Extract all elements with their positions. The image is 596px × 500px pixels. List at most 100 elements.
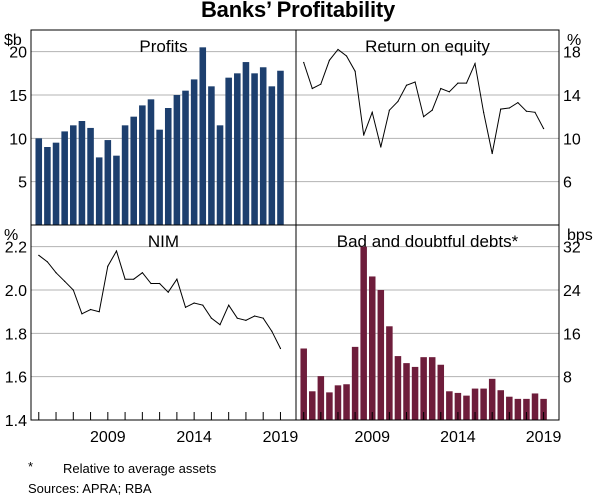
data-point-2-28 (279, 347, 282, 350)
data-point-2-14 (159, 282, 161, 285)
series-line-2 (38, 249, 281, 349)
y-tick-label-1-2: 14 (563, 88, 581, 105)
y-tick-label-0-1: 10 (9, 131, 27, 148)
data-point-1-8 (371, 111, 373, 113)
bar-0-24 (242, 62, 250, 225)
data-point-2-17 (184, 306, 187, 308)
footnote-text: Relative to average assets (63, 461, 217, 476)
bar-3-28 (540, 398, 547, 420)
data-point-2-19 (202, 304, 204, 306)
bar-3-12 (403, 363, 410, 420)
y-tick-label-1-3: 18 (563, 45, 581, 62)
data-point-1-2 (320, 83, 322, 85)
data-point-2-4 (72, 289, 74, 291)
data-point-1-15 (431, 109, 433, 111)
data-point-1-10 (388, 109, 390, 111)
y-tick-label-1-0: 6 (563, 175, 572, 192)
footnote-marker: * (28, 459, 34, 474)
bar-3-1 (309, 391, 316, 420)
bar-3-6 (351, 346, 359, 420)
y-tick-label-1-1: 10 (563, 131, 581, 148)
bar-3-10 (386, 326, 393, 420)
bar-0-19 (199, 47, 207, 226)
x-tick-label-2-2: 2019 (263, 429, 299, 446)
bar-3-11 (394, 356, 402, 420)
data-point-2-25 (253, 315, 256, 317)
data-point-1-3 (328, 59, 331, 61)
y-tick-label-2-0: 1.4 (5, 413, 27, 430)
bar-3-27 (531, 393, 539, 420)
data-point-1-4 (337, 48, 339, 51)
data-point-1-12 (405, 84, 408, 86)
data-point-1-11 (397, 100, 399, 103)
bar-3-18 (454, 392, 462, 420)
bar-0-4 (70, 125, 77, 225)
bar-3-5 (343, 384, 350, 420)
chart-title: Banks’ Profitability (200, 0, 396, 22)
data-point-2-7 (98, 311, 100, 313)
bar-0-25 (251, 73, 258, 225)
panel-title-2: NIM (148, 232, 179, 251)
data-point-1-18 (457, 82, 459, 84)
bar-0-14 (156, 129, 163, 225)
y-tick-label-3-2: 24 (563, 283, 581, 300)
data-point-1-13 (414, 81, 416, 83)
data-point-1-9 (380, 146, 382, 148)
bar-3-21 (480, 388, 487, 420)
y-tick-label-3-3: 32 (563, 240, 581, 257)
x-tick-label-3-1: 2014 (440, 429, 476, 446)
y-tick-label-3-1: 16 (563, 326, 581, 343)
data-point-1-24 (508, 107, 510, 109)
x-tick-label-2-1: 2014 (176, 429, 212, 446)
data-point-2-11 (133, 278, 135, 280)
bar-3-17 (446, 391, 453, 420)
data-point-2-8 (107, 265, 109, 267)
bar-3-14 (420, 357, 427, 420)
bar-0-20 (208, 86, 215, 225)
y-tick-label-0-2: 15 (9, 88, 27, 105)
bar-3-22 (488, 378, 496, 420)
data-point-2-27 (271, 330, 273, 332)
bar-3-23 (497, 390, 505, 420)
bar-0-21 (216, 125, 224, 225)
data-point-2-12 (141, 272, 143, 274)
data-point-1-28 (542, 127, 545, 130)
y-tick-label-2-4: 2.2 (5, 240, 27, 257)
data-point-1-20 (474, 62, 476, 65)
data-point-2-6 (89, 308, 92, 311)
bar-0-7 (95, 157, 103, 225)
data-point-1-19 (465, 82, 468, 84)
data-point-2-15 (167, 291, 169, 293)
bar-0-28 (277, 70, 284, 225)
bar-3-25 (514, 398, 522, 420)
bar-0-26 (259, 67, 267, 226)
bar-3-3 (326, 392, 333, 420)
bar-3-9 (377, 290, 385, 420)
bar-0-16 (173, 95, 181, 225)
bar-3-26 (523, 398, 530, 420)
data-point-2-9 (115, 250, 118, 252)
bar-0-15 (164, 108, 172, 225)
data-point-1-27 (534, 111, 536, 113)
bar-0-3 (61, 131, 68, 225)
data-point-2-5 (81, 313, 83, 315)
data-point-1-16 (440, 87, 442, 90)
bar-0-2 (52, 142, 60, 225)
data-point-1-21 (483, 111, 485, 113)
x-tick-label-3-0: 2009 (354, 429, 390, 446)
data-point-1-7 (363, 134, 365, 136)
sources-note: Sources: APRA; RBA (28, 481, 152, 496)
data-point-1-23 (500, 108, 502, 110)
bar-3-2 (317, 376, 325, 420)
panel-title-0: Profits (139, 37, 187, 56)
bar-3-0 (300, 348, 307, 420)
bar-0-17 (182, 90, 189, 226)
x-tick-label-2-0: 2009 (90, 429, 126, 446)
data-point-2-22 (228, 304, 230, 306)
bar-0-10 (121, 125, 129, 225)
bar-0-23 (234, 73, 241, 225)
panel-title-3: Bad and doubtful debts* (337, 232, 519, 251)
y-tick-label-2-1: 1.6 (5, 370, 27, 387)
bar-3-19 (463, 395, 470, 420)
data-point-2-13 (150, 282, 152, 285)
